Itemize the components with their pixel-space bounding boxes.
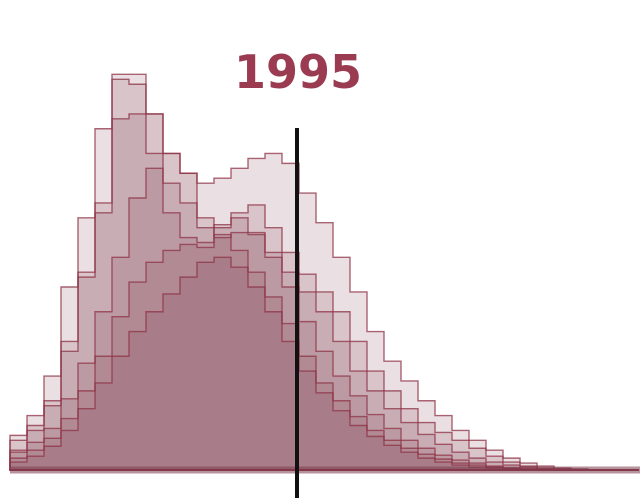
year-title: 1995 xyxy=(234,45,362,99)
histogram-series-2 xyxy=(9,73,639,471)
histogram-series-3 xyxy=(9,113,639,471)
histogram-series-layer xyxy=(9,73,639,471)
